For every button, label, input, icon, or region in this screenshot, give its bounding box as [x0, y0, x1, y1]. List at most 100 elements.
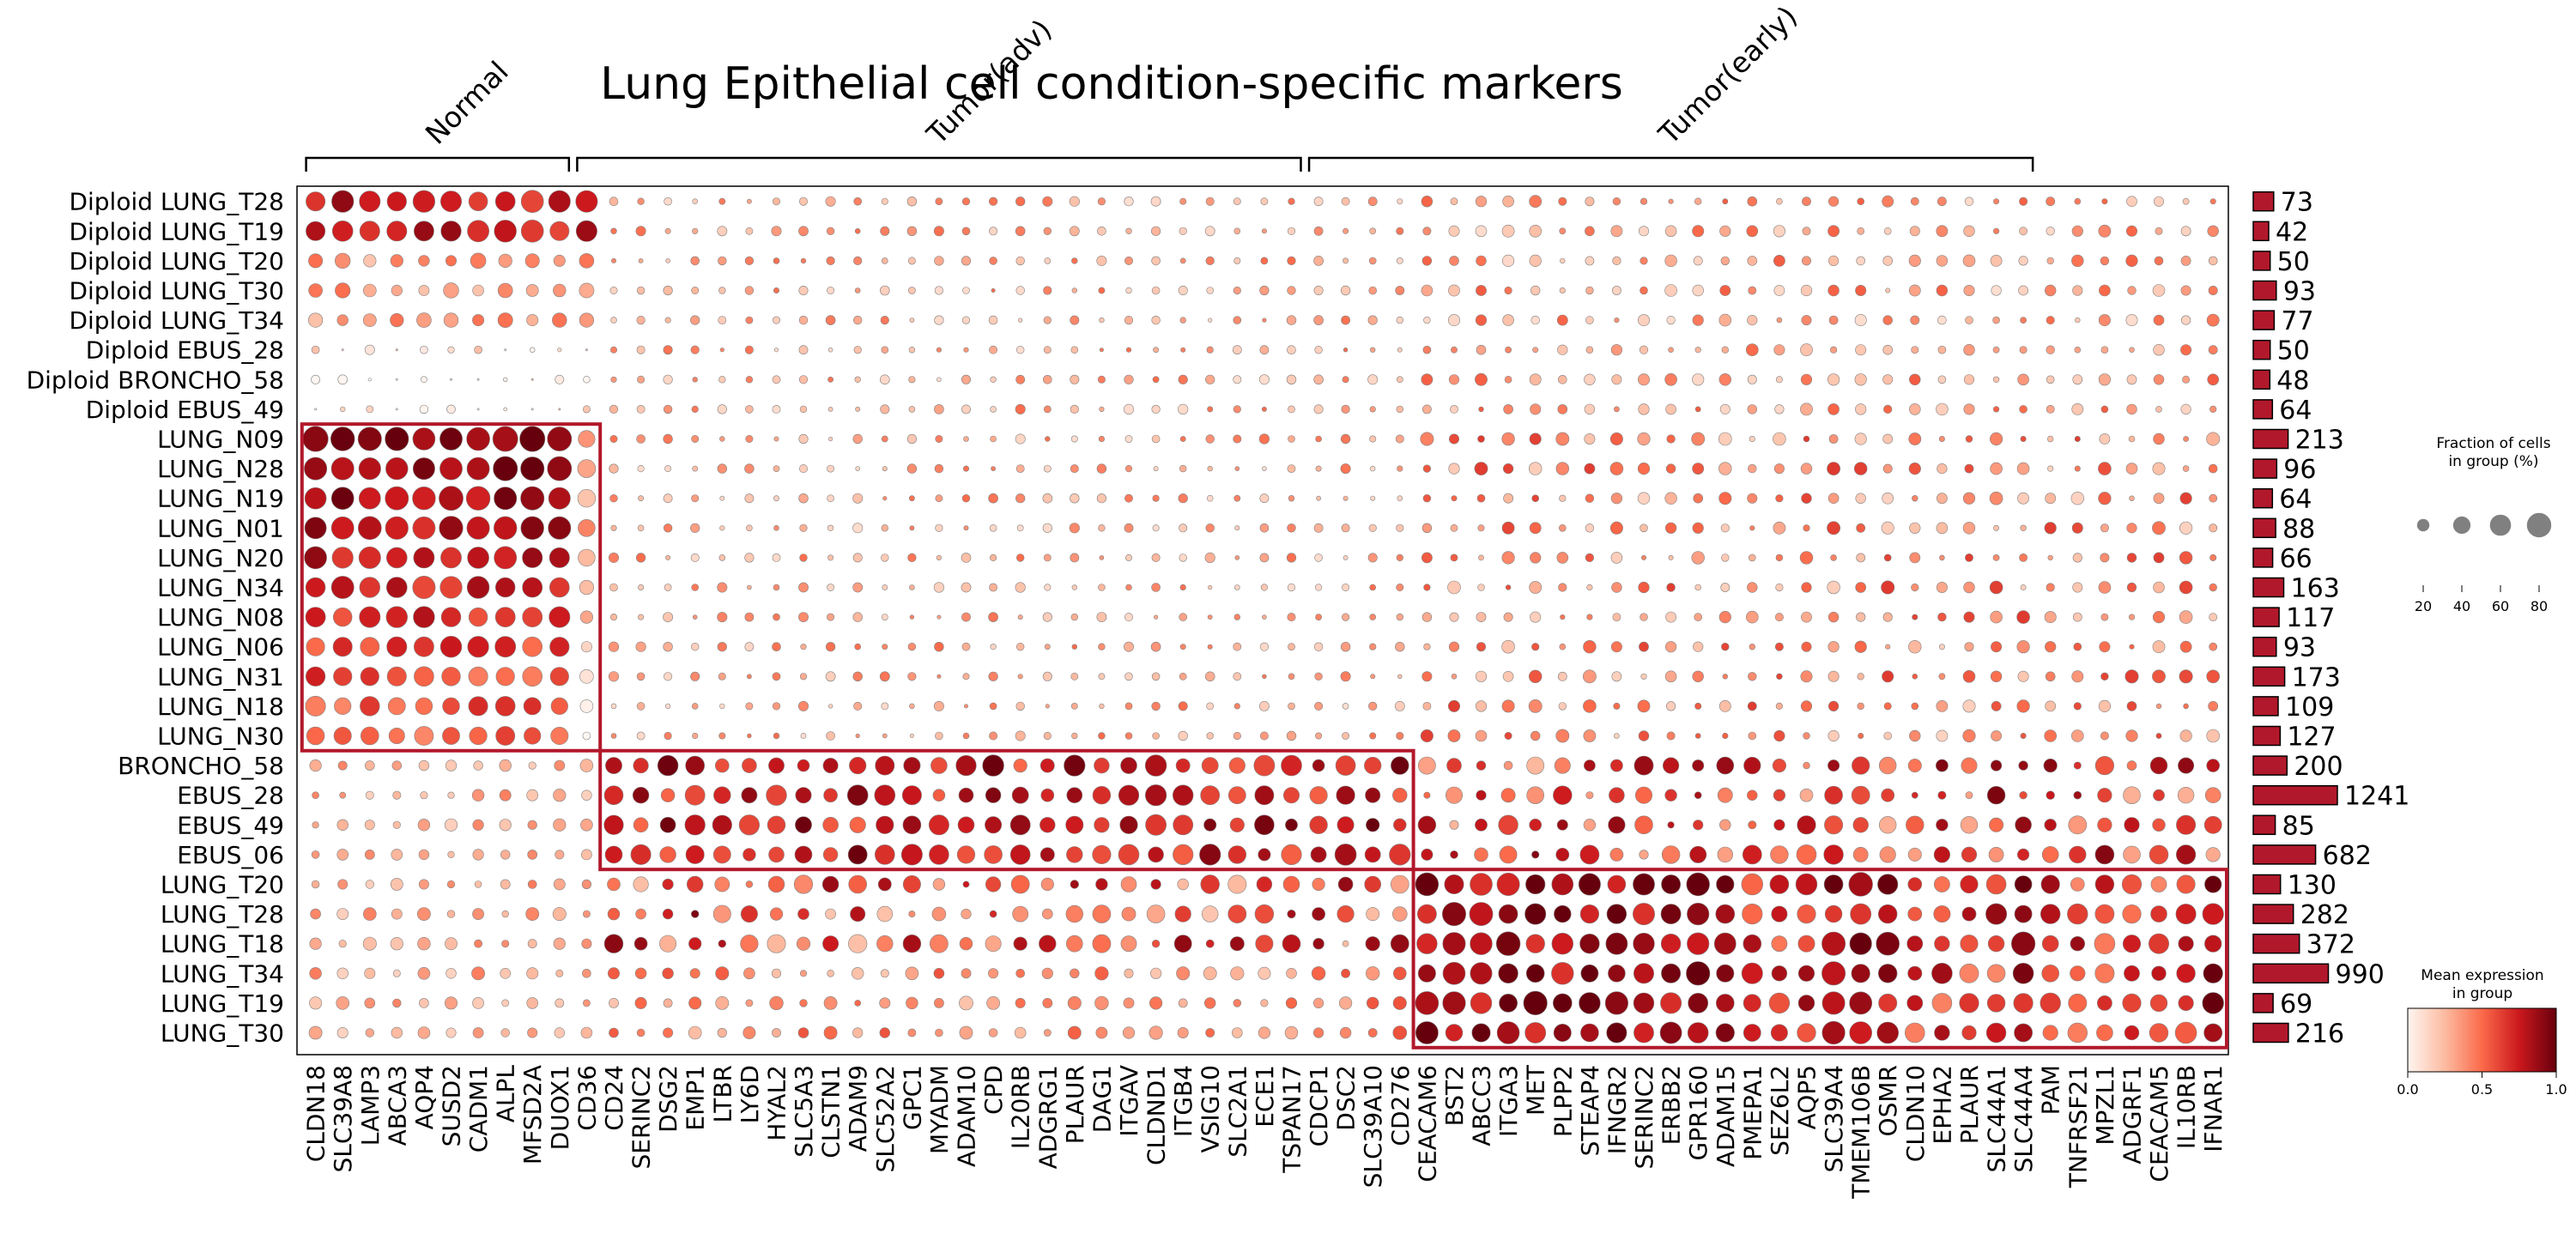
dot-28-22 [907, 1028, 917, 1037]
dot-18-38 [1342, 732, 1349, 740]
count-label-5: 50 [2277, 336, 2310, 366]
dot-15-21 [882, 644, 888, 650]
dot-26-47 [1580, 964, 1599, 983]
dot-26-55 [1797, 965, 1815, 982]
dot-10-4 [412, 486, 436, 511]
dot-22-36 [1281, 844, 1302, 866]
dot-12-18 [799, 553, 808, 562]
dot-0-40 [1397, 198, 1403, 205]
dot-8-34 [1233, 434, 1242, 444]
column-label-34: SLC2A1 [1223, 1065, 1252, 1158]
dot-13-43 [1477, 584, 1485, 591]
dot-4-61 [1965, 316, 1973, 324]
dot-1-42 [1448, 225, 1460, 237]
dot-27-5 [444, 996, 458, 1010]
dot-23-46 [1551, 873, 1574, 896]
dot-9-36 [1287, 464, 1296, 473]
dot-9-46 [1555, 462, 1570, 475]
dot-25-27 [1039, 935, 1057, 953]
dot-0-18 [798, 197, 808, 206]
dot-23-39 [1364, 875, 1381, 893]
dot-15-0 [306, 637, 325, 656]
dot-5-15 [719, 348, 724, 353]
dot-0-12 [637, 197, 645, 205]
dot-28-31 [1149, 1025, 1163, 1040]
dot-1-22 [906, 226, 918, 236]
dot-28-25 [988, 1028, 998, 1037]
dot-28-58 [1876, 1021, 1899, 1044]
dot-17-6 [468, 696, 488, 717]
dot-18-6 [469, 726, 488, 746]
dot-9-56 [1827, 462, 1840, 475]
count-label-17: 109 [2285, 693, 2334, 723]
dot-28-21 [879, 1027, 891, 1038]
dot-10-28 [1070, 493, 1080, 504]
column-label-43: ABCC3 [1468, 1065, 1496, 1146]
dot-26-54 [1771, 965, 1788, 982]
dot-20-11 [603, 785, 624, 806]
colorbar [2407, 1007, 2557, 1073]
dot-8-8 [519, 426, 546, 452]
dot-26-66 [2094, 963, 2115, 983]
dot-6-50 [1664, 372, 1677, 386]
dot-20-44 [1500, 788, 1516, 803]
dot-13-60 [1936, 581, 1948, 593]
dot-28-50 [1659, 1021, 1682, 1044]
dot-17-58 [1883, 702, 1892, 711]
dot-5-60 [1937, 345, 1947, 354]
dot-20-56 [1824, 785, 1843, 805]
dot-20-23 [932, 789, 946, 802]
dot-12-60 [1939, 554, 1945, 561]
dot-25-39 [1365, 936, 1380, 952]
dot-8-12 [636, 434, 646, 444]
dot-20-68 [2153, 789, 2165, 801]
dot-25-61 [1960, 935, 1979, 953]
dot-27-43 [1470, 992, 1493, 1014]
dot-26-0 [309, 967, 322, 980]
row-label-13: LUNG_N34 [157, 574, 284, 602]
dot-11-21 [881, 524, 889, 532]
dot-27-24 [959, 995, 973, 1011]
dot-10-36 [1288, 494, 1295, 502]
dot-7-10 [582, 405, 591, 414]
dot-11-13 [663, 523, 673, 533]
dot-13-4 [412, 575, 436, 599]
dot-0-32 [1179, 197, 1187, 205]
dot-21-1 [336, 819, 349, 831]
dot-12-1 [331, 547, 354, 569]
dot-27-16 [745, 999, 754, 1007]
dot-0-55 [1802, 197, 1811, 207]
dot-1-67 [2126, 225, 2138, 237]
dot-10-63 [2017, 492, 2029, 505]
dot-2-14 [690, 256, 700, 266]
dot-2-42 [1449, 256, 1459, 266]
dot-21-50 [1667, 821, 1675, 829]
dot-19-0 [309, 759, 322, 772]
dot-0-4 [412, 190, 436, 213]
dot-26-39 [1365, 966, 1380, 981]
dot-13-67 [2126, 582, 2137, 593]
dot-16-67 [2124, 669, 2139, 684]
dot-24-64 [2040, 904, 2061, 924]
dot-17-43 [1475, 700, 1488, 712]
dot-20-47 [1585, 791, 1594, 800]
dot-7-63 [2019, 405, 2027, 414]
dot-27-10 [583, 999, 591, 1007]
dot-21-49 [1634, 815, 1653, 835]
dot-16-46 [1557, 671, 1567, 681]
dot-26-58 [1878, 964, 1898, 983]
row-label-4: Diploid LUNG_T34 [69, 306, 284, 335]
dot-26-25 [988, 968, 999, 979]
dot-3-61 [1963, 284, 1975, 296]
dot-28-62 [1985, 1022, 2007, 1043]
dot-15-10 [580, 641, 592, 653]
dot-7-42 [1450, 404, 1458, 414]
dot-18-62 [1991, 730, 2002, 741]
dot-21-59 [1906, 815, 1924, 834]
dot-11-65 [2071, 522, 2083, 534]
dot-18-40 [1396, 731, 1404, 741]
dot-18-23 [935, 731, 943, 741]
dot-27-36 [1285, 997, 1298, 1009]
dot-11-34 [1234, 525, 1240, 531]
column-label-10: CD36 [573, 1065, 601, 1131]
